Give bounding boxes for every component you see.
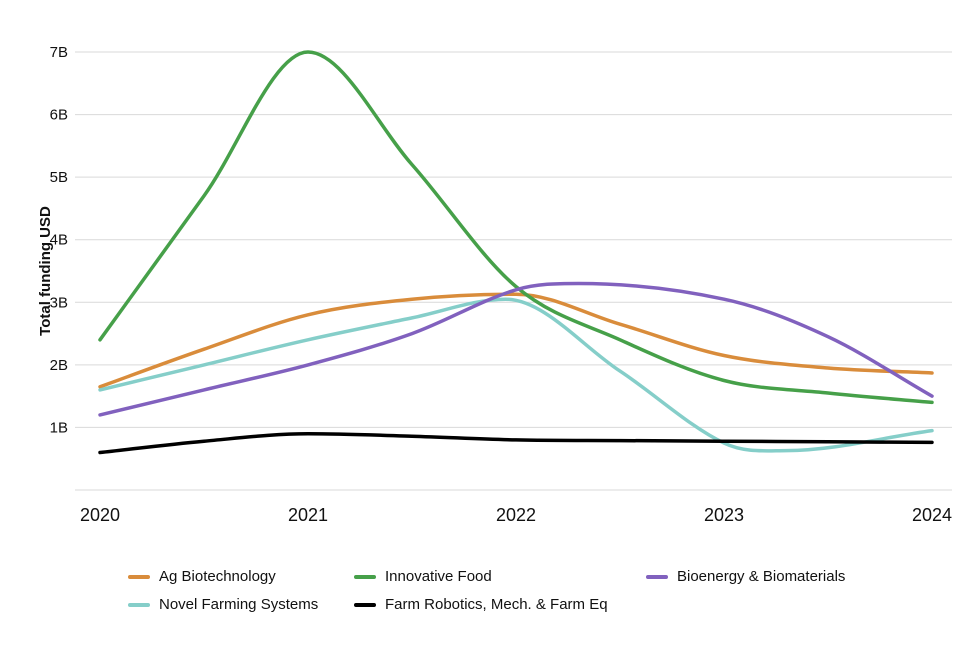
- y-tick-label: 2B: [50, 357, 68, 374]
- legend-swatch-novel-farming-systems: [128, 603, 150, 607]
- x-tick-label: 2020: [80, 505, 120, 525]
- chart-legend: Ag Biotechnology Innovative Food Bioenergy…: [128, 568, 980, 614]
- legend-label-ag-biotechnology: Ag Biotechnology: [159, 568, 276, 585]
- series-line-ag-biotechnology: [98, 292, 934, 389]
- y-tick-label: 5B: [50, 169, 68, 186]
- legend-swatch-ag-biotechnology: [128, 575, 150, 579]
- legend-swatch-bioenergy-biomaterials: [646, 575, 668, 579]
- y-axis-title: Total funding USD: [37, 206, 54, 336]
- x-tick-label: 2022: [496, 505, 536, 525]
- y-tick-label: 6B: [50, 107, 68, 124]
- series-line-novel-farming-systems: [98, 297, 934, 453]
- y-tick-label: 3B: [50, 294, 68, 311]
- y-tick-label: 1B: [50, 419, 68, 436]
- y-tick-label: 4B: [50, 232, 68, 249]
- legend-swatch-innovative-food: [354, 575, 376, 579]
- x-tick-label: 2024: [912, 505, 952, 525]
- legend-label-farm-robotics-mech-farm-eq: Farm Robotics, Mech. & Farm Eq: [385, 596, 608, 613]
- series-line-farm-robotics-mech-farm-eq: [98, 431, 934, 455]
- series-line-bioenergy-biomaterials: [98, 281, 934, 417]
- chart-canvas: 1B 2B 3B 4B 5B 6B 7B 2020 2021 2022 2023 2024 Total …: [37, 44, 952, 525]
- legend-label-bioenergy-biomaterials: Bioenergy & Biomaterials: [677, 568, 846, 585]
- x-tick-label: 2023: [704, 505, 744, 525]
- legend-item-bioenergy-biomaterials: Bioenergy & Biomaterials: [646, 568, 980, 586]
- y-tick-label: 7B: [50, 44, 68, 61]
- legend-item-ag-biotechnology: Ag Biotechnology: [128, 568, 354, 586]
- funding-line-chart: 1B 2B 3B 4B 5B 6B 7B 2020 2021 2022 2023 2024 Total …: [37, 44, 980, 614]
- legend-item-novel-farming-systems: Novel Farming Systems: [128, 596, 354, 614]
- legend-label-novel-farming-systems: Novel Farming Systems: [159, 596, 319, 613]
- legend-swatch-farm-robotics-mech-farm-eq: [354, 603, 376, 607]
- x-tick-label: 2021: [288, 505, 328, 525]
- series-line-innovative-food: [98, 50, 934, 405]
- legend-item-innovative-food: Innovative Food: [354, 568, 646, 586]
- legend-item-farm-robotics-mech-farm-eq: Farm Robotics, Mech. & Farm Eq: [354, 596, 646, 614]
- legend-label-innovative-food: Innovative Food: [385, 568, 492, 585]
